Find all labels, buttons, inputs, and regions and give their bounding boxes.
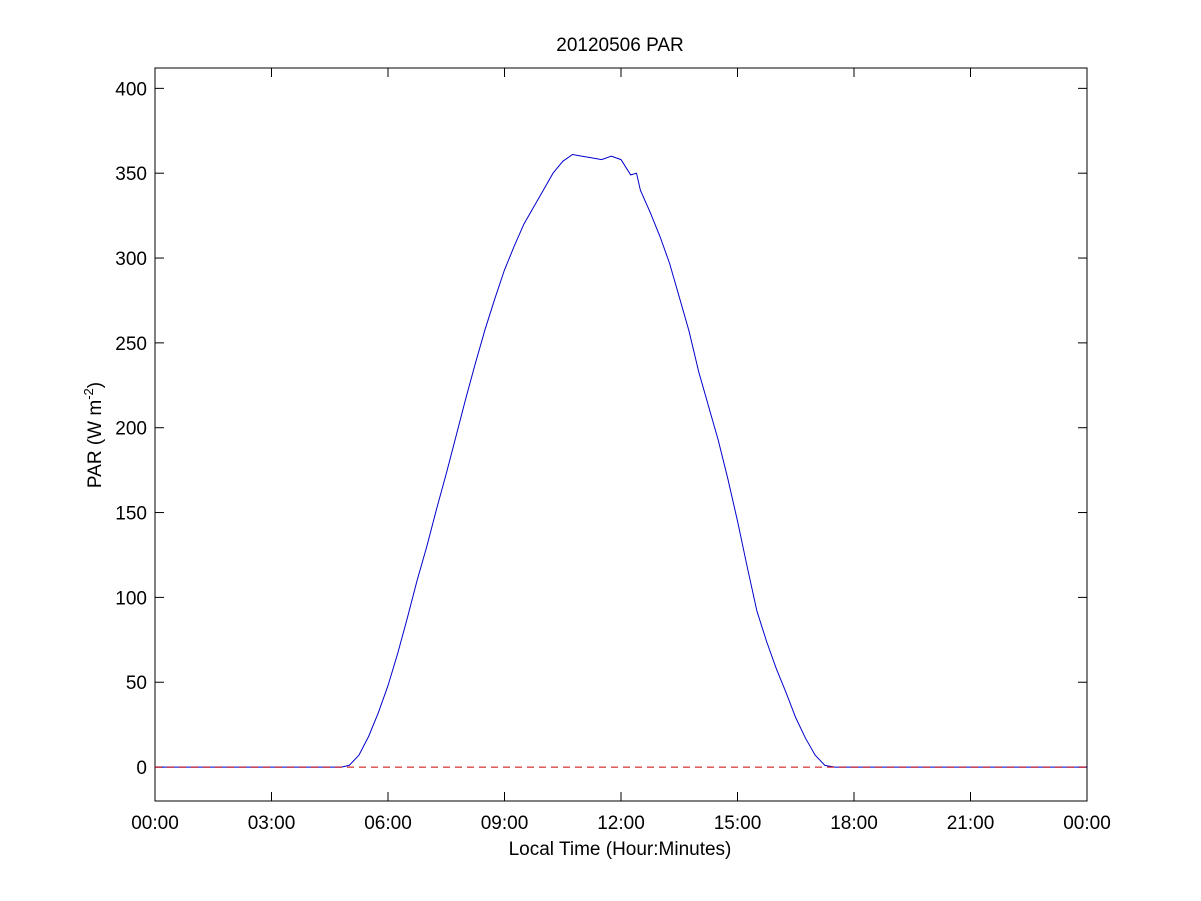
y-axis-label-main: PAR (W m xyxy=(85,400,106,488)
x-tick-label: 21:00 xyxy=(947,813,995,834)
y-tick-label: 400 xyxy=(115,79,147,100)
x-tick-label: 15:00 xyxy=(714,813,762,834)
x-tick-label: 09:00 xyxy=(481,813,529,834)
x-tick-label: 06:00 xyxy=(364,813,412,834)
y-axis-label-superscript: -2 xyxy=(81,388,96,400)
axes-frame xyxy=(154,67,1088,802)
y-tick-label: 0 xyxy=(136,758,147,779)
series-layer xyxy=(155,153,1087,768)
y-tick-label: 350 xyxy=(115,164,147,185)
y-tick-label: 150 xyxy=(115,504,147,525)
chart-title: 20120506 PAR xyxy=(556,35,683,56)
par-series-line xyxy=(155,153,1087,768)
y-tick-label: 100 xyxy=(115,588,147,609)
y-tick-label: 300 xyxy=(115,249,147,270)
y-axis-label: PAR (W m-2) xyxy=(81,382,106,488)
x-tick-label: 12:00 xyxy=(597,813,645,834)
y-tick-label: 200 xyxy=(115,419,147,440)
x-tick-labels: 00:00 03:00 06:00 09:00 12:00 15:00 18:00 21:00… xyxy=(131,813,1111,834)
y-tick-label: 50 xyxy=(126,673,147,694)
x-tick-label: 00:00 xyxy=(1063,813,1111,834)
y-tick-label: 250 xyxy=(115,334,147,355)
x-tick-label: 03:00 xyxy=(248,813,296,834)
x-axis-label: Local Time (Hour:Minutes) xyxy=(509,839,732,860)
plot-area xyxy=(154,67,1088,802)
x-tick-label: 00:00 xyxy=(131,813,179,834)
y-tick-labels: 0 50 100 150 200 250 300 350 400 xyxy=(115,79,147,779)
y-axis-label-close: ) xyxy=(85,382,106,388)
x-tick-label: 18:00 xyxy=(830,813,878,834)
